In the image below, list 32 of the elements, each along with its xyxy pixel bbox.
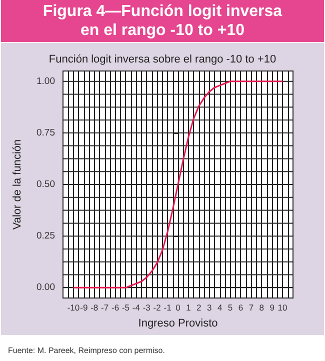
x-tick-label: 9	[270, 302, 275, 312]
x-tick-label: -5	[122, 302, 130, 312]
x-tick-label: 8	[259, 302, 264, 312]
x-tick-label: 3	[206, 302, 212, 312]
x-tick-label: 0	[176, 302, 181, 312]
x-tick-label: 2	[196, 302, 202, 312]
x-tick-label: 1	[186, 302, 192, 312]
x-tick-label: 6	[238, 302, 244, 312]
y-tick-label: 0.50	[36, 179, 55, 190]
chart-subtitle: Función logit inversa sobre el rango -10 to +10	[48, 54, 276, 66]
x-tick-label: -4	[132, 302, 140, 312]
y-tick-label: 0.25	[36, 230, 55, 242]
x-axis-title: Ingreso Provisto	[138, 318, 218, 330]
x-tick-label: 5	[228, 302, 233, 312]
x-tick-label: -3	[142, 302, 151, 312]
y-tick-label: 0.00	[36, 282, 55, 294]
source-note: Fuente: M. Pareek, Reimpreso con permiso.	[8, 346, 165, 355]
y-tick-label: 0.75	[36, 127, 55, 138]
x-tick-label: 7	[248, 302, 254, 312]
x-tick-label: -6	[111, 302, 120, 312]
x-tick-label: -9	[80, 302, 88, 312]
x-tick-label: 4	[217, 302, 222, 312]
x-tick-label: -2	[153, 302, 162, 312]
chart-title: Figura 4—Función logit inversa en el rango -10 to +10	[1, 0, 324, 42]
x-tick-label: -1	[164, 302, 172, 312]
x-tick-label: -10	[67, 302, 80, 312]
x-tick-label: 10	[278, 302, 288, 312]
x-tick-label: -8	[90, 302, 98, 312]
y-tick-label: 1.00	[36, 76, 55, 87]
x-tick-label: -7	[101, 302, 109, 312]
line-series	[72, 80, 284, 288]
y-axis-title: Valor de la función	[12, 139, 24, 230]
